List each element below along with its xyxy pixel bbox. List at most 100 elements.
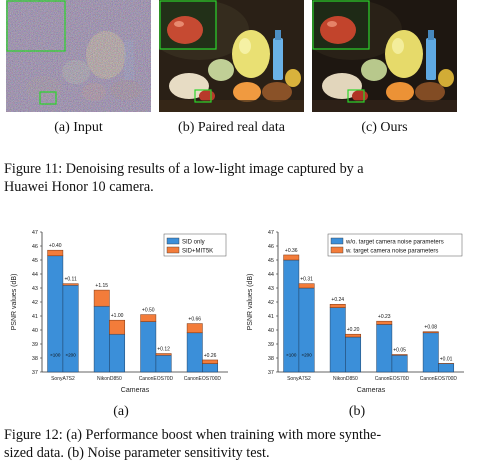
- chart-a-legend: [163, 233, 227, 257]
- chart-b-category-label: NikonD850: [333, 376, 358, 382]
- chart-b-ytick-label: 39: [268, 342, 274, 348]
- chart-b: 37 38 39 40 41 42 43 44 45 46 47 PSNR values (dB) Ca…: [242, 224, 472, 396]
- chart-b-bar-annotation: +0.24: [331, 297, 344, 303]
- chart-a-bar-base: [93, 305, 110, 373]
- figure-12-caption-line1: Figure 12: (a) Performance boost when tr…: [4, 427, 382, 443]
- chart-a-bar-base: [109, 333, 126, 373]
- chart-a-category-label: CanonEOS70D: [139, 376, 174, 382]
- chart-b-bar-increment: [376, 320, 393, 325]
- chart-a-legend-entry: SID only: [182, 240, 205, 246]
- chart-a-bar-increment: [47, 249, 64, 257]
- chart-a-ratio-label: ×200: [65, 353, 76, 358]
- panel-c-label: (c) Ours: [361, 120, 408, 135]
- chart-a-ytick-label: 41: [32, 314, 38, 320]
- figure-11-caption-line2: Huawei Honor 10 camera.: [4, 179, 154, 195]
- chart-b-xlabel: Cameras: [357, 387, 386, 394]
- chart-a-ytick-label: 38: [32, 356, 38, 362]
- input-photo: [6, 0, 151, 112]
- chart-b-ratio-label: ×100: [286, 353, 297, 358]
- chart-b-bar-increment: [329, 303, 346, 308]
- chart-b-legend-swatch: [330, 237, 344, 245]
- chart-a-ytick-label: 40: [32, 328, 38, 334]
- chart-b-ytick-label: 41: [268, 314, 274, 320]
- chart-b-bar-annotation: +0.23: [378, 314, 391, 320]
- chart-a-bar-base: [186, 332, 203, 373]
- chart-a-ylabel: PSNR values (dB): [11, 274, 18, 331]
- chart-b-bar-increment: [345, 333, 362, 338]
- chart-b-bar-annotation: +0.20: [347, 327, 360, 333]
- chart-b-legend-entry: w/o. target camera noise parameters: [345, 240, 444, 246]
- chart-a-svg: 37 38 39 40 41 42 43 44 45 46 47 PSNR values (dB) Ca…: [11, 230, 228, 394]
- chart-b-ytick-label: 44: [268, 272, 274, 278]
- chart-b-category-label: CanonEOS70D: [375, 376, 410, 382]
- chart-b-legend-swatch: [330, 246, 344, 254]
- chart-b-ytick-label: 40: [268, 328, 274, 334]
- chart-a-bar-increment: [109, 319, 126, 335]
- chart-b-bar-base: [345, 336, 362, 373]
- chart-a-bar-increment: [155, 353, 172, 356]
- figure-12-caption-line2: sized data. (b) Noise parameter sensitiv…: [4, 445, 270, 461]
- chart-a-category-label: CanonEOS700D: [184, 376, 222, 382]
- chart-a-bar-base: [62, 284, 79, 373]
- chart-a-bar-annotation: +1.15: [95, 283, 108, 289]
- chart-b-bar-base: [422, 332, 439, 373]
- chart-b-ylabel: PSNR values (dB): [247, 274, 254, 331]
- chart-b-category-label: SonyA7S2: [287, 376, 311, 382]
- paired-real-data-photo: [159, 0, 304, 112]
- chart-a-ytick-label: 43: [32, 286, 38, 292]
- chart-a-panel-label: (a): [113, 404, 129, 419]
- chart-a-ytick-label: 47: [32, 230, 38, 236]
- chart-a-bar-annotation: +0.40: [49, 243, 62, 249]
- chart-b-panel-label: (b): [348, 404, 366, 419]
- panel-a-label: (a) Input: [54, 120, 103, 135]
- chart-a-category-label: NikonD850: [97, 376, 122, 382]
- chart-b-ytick-label: 42: [268, 300, 274, 306]
- panel-b-label: (b) Paired real data: [178, 120, 285, 135]
- chart-b-ytick-label: 38: [268, 356, 274, 362]
- chart-b-bar-increment: [298, 283, 315, 289]
- chart-a-legend-entry: SID+MIT5K: [182, 249, 213, 255]
- chart-b-bar-increment: [422, 331, 439, 334]
- chart-a-bar-increment: [186, 323, 203, 334]
- chart-a-bar-annotation: +0.11: [64, 277, 76, 283]
- chart-a-bar-base: [202, 363, 219, 373]
- figure-11-caption: Figure 11: Denoising results of a low-li…: [4, 160, 476, 196]
- chart-a-legend-swatch: [166, 246, 180, 254]
- chart-a-ytick-label: 45: [32, 258, 38, 264]
- chart-a-bar-increment: [93, 289, 110, 307]
- figure-12-caption: Figure 12: (a) Performance boost when tr…: [4, 426, 476, 462]
- chart-b-category-label: CanonEOS700D: [420, 376, 458, 382]
- chart-a-ratio-label: ×100: [50, 353, 61, 358]
- chart-a-ytick-label: 42: [32, 300, 38, 306]
- chart-b-ratio-label: ×200: [301, 353, 312, 358]
- chart-a-bar-annotation: +0.26: [204, 353, 217, 359]
- chart-a-ytick-label: 39: [32, 342, 38, 348]
- chart-b-bar-increment: [283, 254, 300, 261]
- chart-b-ytick-label: 37: [268, 370, 274, 376]
- chart-a-bar-annotation: +0.50: [142, 308, 155, 314]
- chart-b-bar-annotation: +0.36: [285, 248, 298, 254]
- chart-a-legend-swatch: [166, 237, 180, 245]
- chart-b-legend-entry: w. target camera noise parameters: [345, 249, 438, 255]
- chart-b-bar-annotation: +0.08: [424, 325, 437, 331]
- chart-a-category-label: SonyA7S2: [51, 376, 75, 382]
- chart-a-bar-increment: [140, 314, 157, 322]
- chart-b-ytick-label: 45: [268, 258, 274, 264]
- chart-a-xlabel: Cameras: [121, 387, 150, 394]
- chart-b-legend: [327, 233, 463, 257]
- chart-b-ytick-label: 46: [268, 244, 274, 250]
- chart-b-bar-base: [329, 307, 346, 373]
- chart-a-bar-increment: [202, 359, 219, 364]
- chart-b-bar-annotation: +0.05: [393, 348, 406, 354]
- chart-a-bar-annotation: +0.12: [157, 347, 170, 353]
- chart-a-bar-increment: [62, 283, 79, 286]
- chart-a-ytick-label: 46: [32, 244, 38, 250]
- figure-11-caption-line1: Figure 11: Denoising results of a low-li…: [4, 161, 364, 177]
- ours-photo: [312, 0, 457, 112]
- chart-b-ytick-label: 47: [268, 230, 274, 236]
- chart-a-bar-base: [155, 354, 172, 373]
- chart-b-bar-base: [391, 354, 408, 373]
- chart-a-bar-annotation: +0.66: [188, 317, 201, 323]
- chart-a-bar-annotation: +1.00: [111, 313, 124, 319]
- chart-a-ytick-label: 37: [32, 370, 38, 376]
